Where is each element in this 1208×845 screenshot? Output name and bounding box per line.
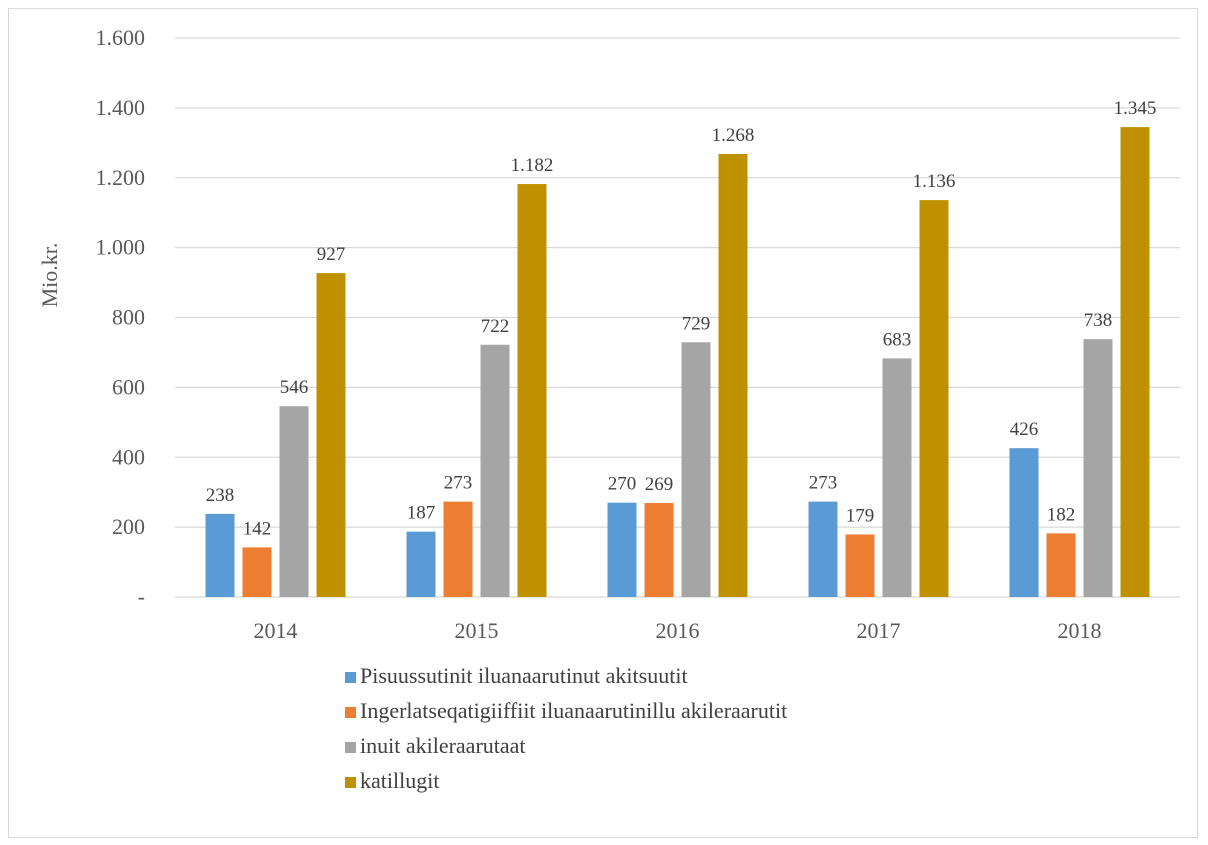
y-tick-label: - — [138, 584, 145, 609]
bar — [845, 534, 875, 597]
data-label: 722 — [481, 316, 510, 337]
data-label: 187 — [407, 503, 436, 524]
data-label: 238 — [206, 485, 235, 506]
bar — [316, 273, 346, 597]
legend-label: Pisuussutinit iluanaarutinut akitsuutit — [360, 663, 688, 688]
legend-label: Ingerlatseqatigiiffiit iluanaarutinillu … — [360, 698, 787, 723]
data-label: 1.268 — [712, 125, 755, 146]
bar — [443, 501, 473, 597]
bar — [1120, 127, 1150, 597]
data-label: 1.136 — [913, 171, 956, 192]
data-label: 179 — [846, 505, 875, 526]
y-axis-label: Mio.kr. — [37, 243, 62, 308]
y-tick-label: 1.400 — [96, 95, 146, 120]
bar — [480, 344, 510, 597]
bar — [919, 200, 949, 598]
legend-swatch — [345, 777, 356, 788]
y-tick-label: 800 — [112, 305, 145, 330]
data-label: 546 — [280, 377, 309, 398]
legend: Pisuussutinit iluanaarutinut akitsuutit I… — [345, 663, 787, 793]
y-tick-label: 1.200 — [96, 165, 146, 190]
x-tick-label: 2015 — [455, 618, 499, 643]
data-label: 269 — [645, 474, 674, 495]
bar — [205, 513, 235, 597]
legend-swatch — [345, 707, 356, 718]
data-label: 683 — [883, 329, 912, 350]
bar — [406, 531, 436, 597]
y-axis-ticks: - 200 400 600 800 1.000 1.200 1.400 1.600 — [96, 25, 146, 609]
data-label: 1.182 — [511, 155, 554, 176]
data-label: 270 — [608, 474, 637, 495]
x-tick-label: 2017 — [857, 618, 901, 643]
bar — [1046, 533, 1076, 597]
legend-swatch — [345, 742, 356, 753]
data-label: 738 — [1084, 310, 1113, 331]
bar — [681, 342, 711, 597]
bar — [242, 547, 272, 597]
data-label: 142 — [243, 518, 272, 539]
data-label: 182 — [1047, 504, 1076, 525]
bars — [205, 127, 1150, 598]
bar — [1083, 339, 1113, 597]
data-label: 426 — [1010, 419, 1039, 440]
data-label: 273 — [809, 473, 838, 494]
bar — [808, 501, 838, 597]
x-axis-ticks: 2014 2015 2016 2017 2018 — [254, 618, 1102, 643]
data-labels: 238 142 546 927 187 273 722 1.182 270 269 729 1.268… — [206, 98, 1157, 539]
bar — [644, 503, 674, 597]
legend-label: inuit akileraarutaat — [360, 733, 526, 758]
bar — [607, 502, 637, 597]
legend-label: katillugit — [360, 768, 439, 793]
x-tick-label: 2014 — [254, 618, 298, 643]
bar — [718, 153, 748, 597]
x-tick-label: 2016 — [656, 618, 700, 643]
bar — [279, 406, 309, 597]
bar — [1009, 448, 1039, 597]
x-tick-label: 2018 — [1058, 618, 1102, 643]
bar — [517, 184, 547, 597]
legend-swatch — [345, 672, 356, 683]
chart-frame — [8, 8, 1198, 838]
y-tick-label: 1.600 — [96, 25, 146, 50]
data-label: 273 — [444, 473, 473, 494]
y-tick-label: 200 — [112, 514, 145, 539]
data-label: 1.345 — [1114, 98, 1157, 119]
y-tick-label: 400 — [112, 444, 145, 469]
y-tick-label: 1.000 — [96, 235, 146, 260]
bar — [882, 358, 912, 597]
data-label: 927 — [317, 244, 346, 265]
y-tick-label: 600 — [112, 374, 145, 399]
data-label: 729 — [682, 313, 711, 334]
